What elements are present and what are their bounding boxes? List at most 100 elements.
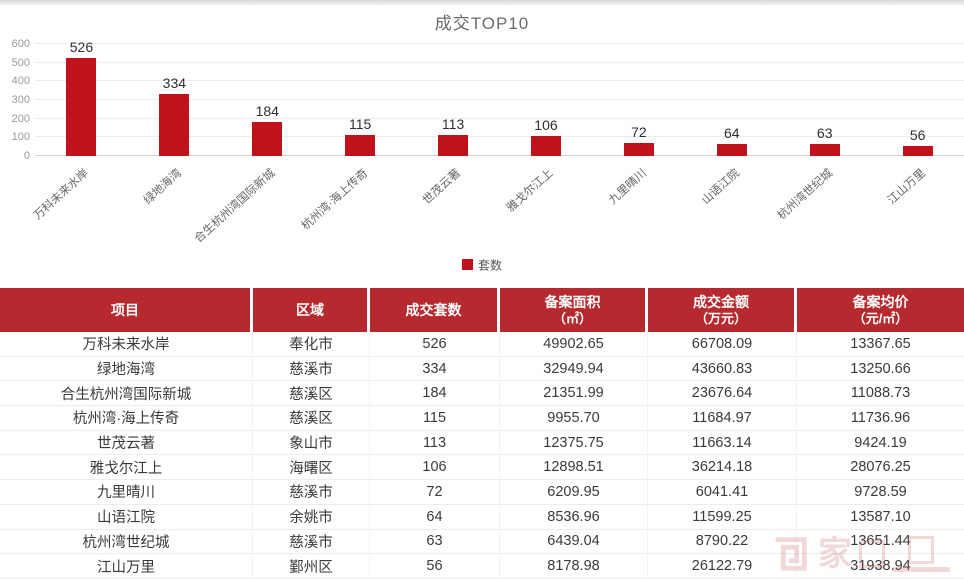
bar <box>530 136 561 156</box>
cell-project: 绿地海湾 <box>0 356 253 382</box>
bar <box>902 146 933 156</box>
cell-amount: 11599.25 <box>648 504 797 530</box>
cell-amount: 6041.41 <box>648 480 797 505</box>
cell-area: 49902.65 <box>500 332 648 357</box>
x-axis-label-slot: 山语江院 <box>685 160 778 255</box>
column-header: 区域 <box>253 288 370 332</box>
y-tick-label: 100 <box>11 131 30 143</box>
cell-area: 8536.96 <box>500 504 648 530</box>
gridline <box>35 80 964 81</box>
cell-project: 万科未来水岸 <box>0 332 253 357</box>
cell-units: 115 <box>370 406 500 431</box>
bar-value-label: 334 <box>162 75 187 91</box>
bars-row: 526 334 184 115 113 106 72 64 63 56 <box>35 22 964 156</box>
cell-region: 慈溪市 <box>253 529 370 555</box>
x-axis-label: 山语江院 <box>699 167 742 207</box>
cell-region: 慈溪市 <box>253 480 370 505</box>
x-axis-label-slot: 江山万里 <box>871 160 964 255</box>
gridline <box>35 118 964 119</box>
gridline <box>35 62 964 63</box>
bar-column: 113 <box>407 22 500 156</box>
bar <box>345 135 376 156</box>
x-axis-labels: 万科未来水岸 绿地海湾 合生杭州湾国际新城 杭州湾·海上传奇 世茂云著 雅戈尔江… <box>32 160 964 255</box>
cell-area: 32949.94 <box>500 356 648 382</box>
cell-units: 72 <box>370 480 500 505</box>
bar-column: 526 <box>35 22 128 156</box>
bar-column: 334 <box>128 22 221 156</box>
bar-value-label: 115 <box>349 116 372 132</box>
table-row: 万科未来水岸 奉化市 526 49902.65 66708.09 13367.65 <box>0 332 964 357</box>
y-tick-label: 600 <box>11 38 30 50</box>
column-header-unit: （元/㎡） <box>852 310 909 326</box>
cell-units: 526 <box>370 332 500 357</box>
table-row: 九里晴川 慈溪市 72 6209.95 6041.41 9728.59 <box>0 480 964 505</box>
table-row: 山语江院 余姚市 64 8536.96 11599.25 13587.10 <box>0 504 964 530</box>
legend-label: 套数 <box>477 258 502 273</box>
cell-area: 8178.98 <box>500 554 648 579</box>
bar-column: 72 <box>592 22 685 156</box>
cell-project: 江山万里 <box>0 554 253 579</box>
gridline <box>35 155 964 156</box>
bar-value-label: 106 <box>534 117 558 133</box>
cell-units: 334 <box>370 356 500 382</box>
cell-area: 12898.51 <box>500 455 648 481</box>
x-axis-label: 江山万里 <box>885 167 928 207</box>
table-row: 雅戈尔江上 海曙区 106 12898.51 36214.18 28076.25 <box>0 455 964 481</box>
cell-region: 慈溪区 <box>253 381 370 407</box>
chart-plot: 0 100 200 300 400 500 600 526 334 184 115 113 … <box>0 38 964 162</box>
bar-value-label: 63 <box>816 125 833 141</box>
x-axis-label: 九里晴川 <box>606 167 649 207</box>
bar <box>623 143 654 156</box>
x-axis-label-slot: 雅戈尔江上 <box>500 160 593 255</box>
bar-value-label: 184 <box>255 103 279 119</box>
x-axis-label: 雅戈尔江上 <box>505 167 557 215</box>
bar-column: 56 <box>871 22 964 156</box>
cell-amount: 43660.83 <box>648 356 797 382</box>
cell-units: 106 <box>370 455 500 481</box>
cell-area: 6439.04 <box>500 529 648 555</box>
bar-column: 184 <box>221 22 314 156</box>
column-header: 项目 <box>0 288 253 332</box>
cell-amount: 26122.79 <box>648 554 797 579</box>
x-axis-label: 绿地海湾 <box>142 167 185 207</box>
cell-area: 6209.95 <box>500 480 648 505</box>
cell-project: 九里晴川 <box>0 480 253 505</box>
column-header-unit: （㎡） <box>552 310 592 326</box>
cell-price: 11736.96 <box>797 406 964 431</box>
cell-amount: 8790.22 <box>648 529 797 555</box>
cell-region: 余姚市 <box>253 504 370 530</box>
cell-project: 雅戈尔江上 <box>0 455 253 481</box>
cell-project: 杭州湾世纪城 <box>0 529 253 555</box>
cell-price: 13367.65 <box>797 332 964 357</box>
cell-area: 9955.70 <box>500 406 648 431</box>
bar-column: 63 <box>778 22 871 156</box>
y-tick-label: 500 <box>11 57 30 69</box>
cell-amount: 11684.97 <box>648 406 797 431</box>
bar-value-label: 56 <box>909 127 926 143</box>
bar-column: 115 <box>314 22 407 156</box>
bar <box>159 94 190 156</box>
cell-price: 13651.44 <box>797 529 964 555</box>
cell-area: 21351.99 <box>500 381 648 407</box>
bar <box>252 122 283 156</box>
bar-value-label: 64 <box>724 125 740 141</box>
cell-region: 鄞州区 <box>253 554 370 579</box>
table-row: 江山万里 鄞州区 56 8178.98 26122.79 31938.94 <box>0 554 964 579</box>
cell-price: 31938.94 <box>797 554 964 579</box>
deals-table: 项目 区域 成交套数 备案面积 （㎡） 成交金额 （万元） 备案均价 （元/㎡） 万科未来水岸奉… <box>0 288 964 579</box>
cell-price: 9728.59 <box>797 480 964 505</box>
column-header: 成交套数 <box>370 288 500 332</box>
cell-units: 63 <box>370 529 500 555</box>
gridline <box>35 43 964 44</box>
table-row: 绿地海湾 慈溪市 334 32949.94 43660.83 13250.66 <box>0 356 964 382</box>
cell-amount: 66708.09 <box>648 332 797 357</box>
x-axis-label: 杭州湾世纪城 <box>775 167 835 223</box>
chart-legend: 套数 <box>0 256 964 274</box>
top-divider <box>0 0 964 5</box>
cell-amount: 11663.14 <box>648 430 797 456</box>
cell-project: 山语江院 <box>0 504 253 530</box>
y-tick-label: 400 <box>11 75 30 87</box>
x-axis-label: 世茂云著 <box>420 167 464 207</box>
cell-amount: 36214.18 <box>648 455 797 481</box>
